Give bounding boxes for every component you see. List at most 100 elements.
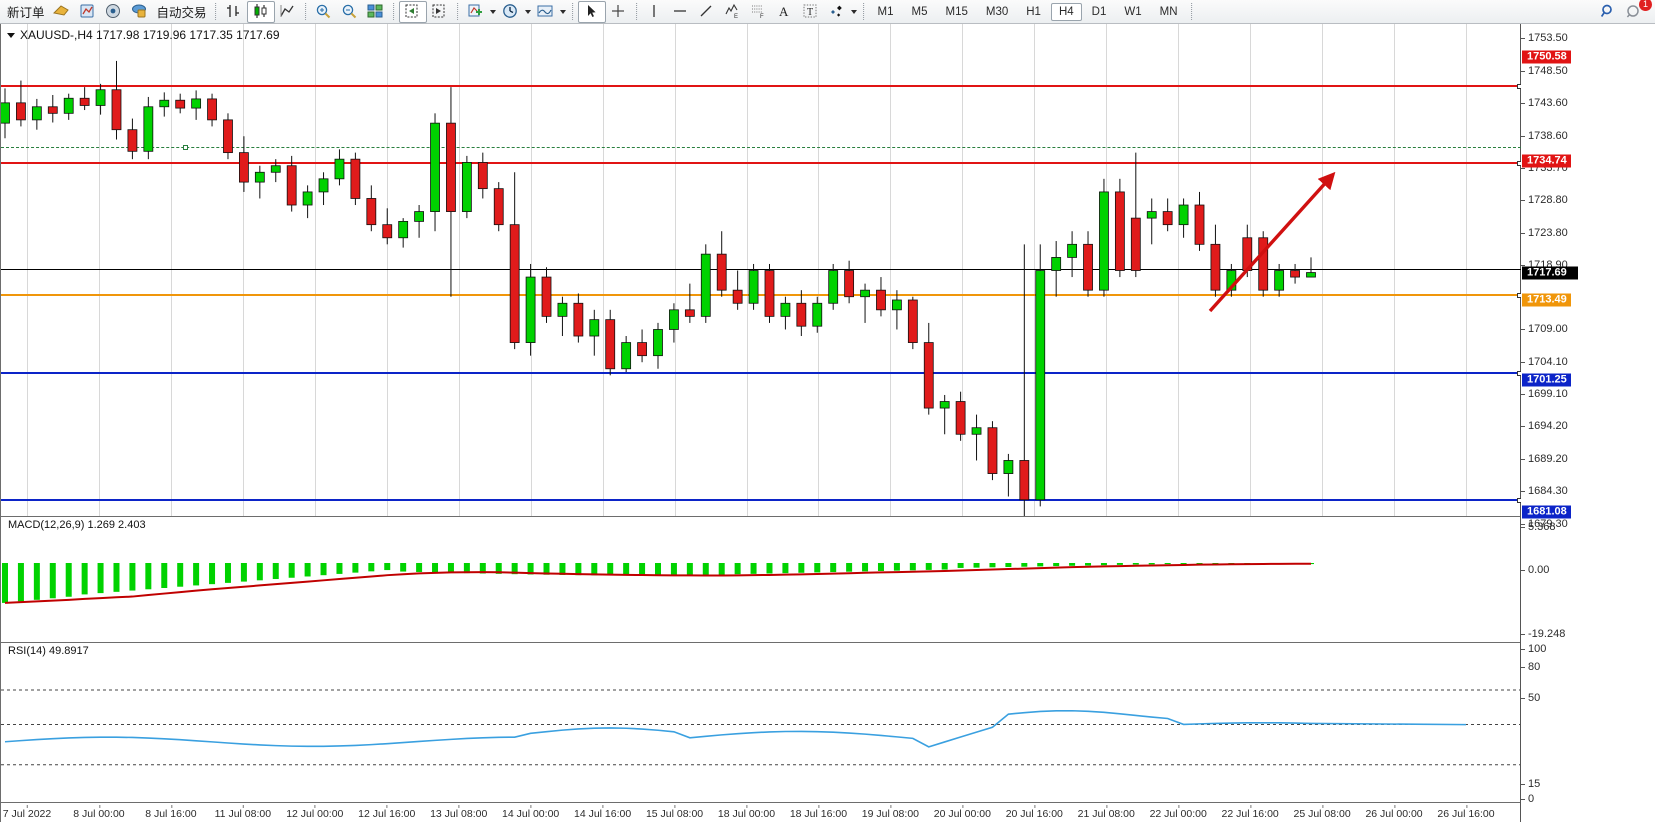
gridline — [27, 24, 28, 516]
candlestick-chart-icon[interactable] — [246, 0, 275, 23]
line-anchor[interactable] — [1517, 161, 1521, 166]
timeframe-m30[interactable]: M30 — [985, 5, 1009, 18]
price-plot[interactable] — [1, 24, 1521, 516]
gridline — [890, 24, 892, 516]
timeframe-m15[interactable]: M15 — [945, 5, 968, 18]
tile-windows-icon[interactable] — [363, 1, 389, 23]
periods-icon[interactable] — [498, 1, 524, 23]
price-tick: 1738.60 — [1521, 130, 1655, 142]
templates-icon[interactable] — [533, 1, 559, 23]
svg-text:F: F — [760, 14, 764, 20]
orange-line-label[interactable]: 1713.49 — [1522, 293, 1571, 307]
orange-line-1713[interactable] — [1, 293, 1521, 298]
line-anchor[interactable] — [1517, 498, 1521, 503]
periods-dropdown-caret[interactable] — [524, 9, 531, 14]
resistance-line-label[interactable]: 1734.74 — [1522, 154, 1571, 168]
navigator-icon[interactable] — [101, 1, 127, 23]
support-line-1701[interactable] — [1, 371, 1521, 376]
market-watch-icon[interactable] — [127, 1, 153, 23]
resistance-line-1750[interactable] — [1, 84, 1521, 89]
fibonacci-icon[interactable]: F — [746, 1, 772, 23]
timeframe-mn[interactable]: MN — [1159, 5, 1178, 18]
crosshair-icon[interactable] — [606, 1, 632, 23]
time-tick: 11 Jul 08:00 — [214, 805, 272, 820]
svg-text:T: T — [807, 7, 813, 18]
trend-line-icon[interactable] — [694, 1, 720, 23]
macd-axis-tick: 0.00 — [1521, 564, 1655, 576]
line-anchor[interactable] — [1517, 84, 1521, 89]
line-chart-icon[interactable] — [275, 1, 301, 23]
timeframe-m5[interactable]: M5 — [911, 5, 928, 18]
vertical-line-icon[interactable] — [642, 1, 668, 23]
macd-panel[interactable]: MACD(12,26,9) 1.269 2.403 — [1, 516, 1521, 642]
line-anchor[interactable] — [1517, 293, 1521, 298]
gridline — [314, 24, 316, 516]
notification-icon[interactable]: 1 — [1622, 0, 1652, 23]
time-tick: 18 Jul 00:00 — [717, 805, 776, 820]
indicators-dropdown-caret[interactable] — [489, 9, 496, 14]
gridline — [458, 24, 460, 516]
time-tick: 21 Jul 08:00 — [1077, 805, 1135, 820]
data-window-icon[interactable] — [75, 1, 101, 23]
support-line-1681[interactable] — [1, 498, 1521, 503]
timeframe-m1[interactable]: M1 — [877, 5, 894, 18]
templates-dropdown-caret[interactable] — [559, 9, 566, 14]
timeframe-h4[interactable]: H4 — [1050, 2, 1082, 21]
gridline — [962, 24, 964, 516]
time-tick: 18 Jul 16:00 — [789, 805, 848, 820]
price-axis[interactable]: 1753.50 1748.50 1743.60 1738.60 1733.70 1728.… — [1520, 24, 1655, 822]
resistance-line-1734[interactable] — [1, 161, 1521, 166]
rsi-axis-tick: 0 — [1521, 793, 1655, 805]
timeframe-d1[interactable]: D1 — [1091, 5, 1107, 18]
price-tick: 1748.50 — [1521, 65, 1655, 77]
chart-shift-icon[interactable] — [398, 0, 427, 23]
indicators-icon[interactable] — [463, 1, 489, 23]
time-tick: 26 Jul 16:00 — [1437, 805, 1495, 820]
shapes-icon[interactable] — [824, 1, 850, 23]
rsi-axis-tick: 15 — [1521, 778, 1655, 790]
cursor-icon[interactable] — [577, 0, 606, 23]
auto-scroll-icon[interactable] — [427, 1, 453, 23]
main-toolbar: 新订单 自动交易 — [0, 0, 1655, 24]
toolbar-separator — [392, 3, 395, 20]
macd-axis-tick: -19.248 — [1521, 628, 1655, 640]
timeframe-w1[interactable]: W1 — [1124, 5, 1142, 18]
toolbar-separator — [304, 3, 307, 20]
terminal-icon[interactable] — [49, 1, 75, 23]
elliott-wave-icon[interactable]: E — [720, 1, 746, 23]
shapes-dropdown-caret[interactable] — [850, 9, 857, 14]
macd-label: MACD(12,26,9) 1.269 2.403 — [8, 519, 146, 531]
support-line-label[interactable]: 1681.08 — [1522, 505, 1571, 519]
line-anchor[interactable] — [183, 145, 188, 150]
rsi-axis-tick: 50 — [1521, 692, 1655, 704]
gridline — [602, 24, 604, 516]
time-tick: 12 Jul 16:00 — [358, 805, 416, 820]
gridline — [1394, 24, 1396, 516]
gridline — [1034, 24, 1036, 516]
time-axis[interactable]: 7 Jul 2022 8 Jul 00:00 8 Jul 16:00 11 Jul 0… — [1, 802, 1521, 822]
text-icon[interactable]: A — [772, 1, 798, 23]
text-label-icon[interactable]: T — [798, 1, 824, 23]
rsi-panel[interactable]: RSI(14) 49.8917 — [1, 642, 1521, 802]
time-tick: 25 Jul 08:00 — [1293, 805, 1351, 820]
time-tick: 19 Jul 08:00 — [861, 805, 919, 820]
chart-menu-caret[interactable] — [7, 32, 15, 38]
timeframe-h1[interactable]: H1 — [1026, 5, 1041, 18]
chart-window[interactable]: XAUUSD-,H4 1717.98 1719.96 1717.35 1717.… — [0, 24, 1655, 822]
trend-arrow[interactable] — [1, 24, 1521, 516]
line-anchor[interactable] — [1517, 371, 1521, 376]
new-order-button[interactable]: 新订单 — [7, 6, 45, 20]
green-dashdot-line[interactable] — [1, 145, 1521, 150]
time-tick: 8 Jul 16:00 — [145, 805, 197, 820]
horizontal-line-icon[interactable] — [668, 1, 694, 23]
search-icon[interactable] — [1596, 1, 1622, 23]
time-tick: 22 Jul 00:00 — [1149, 805, 1207, 820]
resistance-line-label[interactable]: 1750.58 — [1522, 50, 1571, 64]
price-tick: 1704.10 — [1521, 356, 1655, 368]
bar-chart-icon[interactable] — [221, 1, 247, 23]
current-price-label[interactable]: 1717.69 — [1522, 266, 1578, 280]
auto-trading-button[interactable]: 自动交易 — [156, 6, 207, 20]
zoom-in-icon[interactable] — [311, 1, 337, 23]
support-line-label[interactable]: 1701.25 — [1522, 373, 1571, 387]
zoom-out-icon[interactable] — [337, 1, 363, 23]
